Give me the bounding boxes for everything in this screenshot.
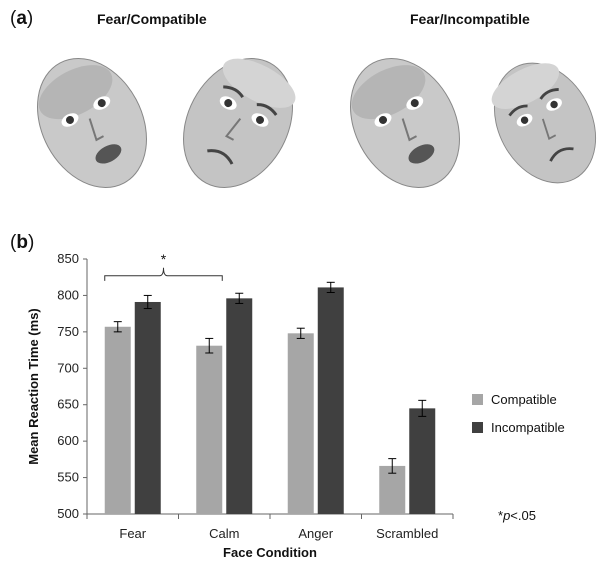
bar-compatible-scrambled bbox=[379, 465, 406, 514]
significance-note: *p<.05 bbox=[498, 508, 536, 523]
x-tick-label-calm: Calm bbox=[209, 526, 239, 541]
y-tick-label: 600 bbox=[57, 433, 79, 448]
panel-b-paren-open: ( bbox=[10, 232, 17, 253]
legend-swatch-incompatible bbox=[472, 422, 483, 433]
bar-incompatible-anger bbox=[317, 287, 344, 514]
panel-b-paren-close: ) bbox=[27, 232, 35, 253]
significance-star: * bbox=[161, 251, 167, 267]
legend-compatible: Compatible bbox=[472, 392, 557, 407]
note-p: p bbox=[503, 508, 511, 523]
panel-a-paren-close: ) bbox=[26, 8, 34, 29]
bar-compatible-anger bbox=[287, 333, 314, 514]
y-tick-label: 550 bbox=[57, 470, 79, 485]
face-image-1 bbox=[37, 58, 147, 188]
legend-incompatible: Incompatible bbox=[472, 420, 565, 435]
face-image-4 bbox=[491, 62, 597, 184]
significance-bracket bbox=[104, 267, 223, 281]
bar-compatible-calm bbox=[196, 345, 223, 514]
panel-b-letter: b bbox=[16, 232, 28, 253]
x-tick-label-anger: Anger bbox=[298, 526, 333, 541]
bar-incompatible-calm bbox=[226, 298, 253, 514]
legend-label-incompatible: Incompatible bbox=[491, 420, 565, 435]
note-threshold: <.05 bbox=[510, 508, 536, 523]
bar-incompatible-fear bbox=[134, 301, 161, 514]
x-axis-label: Face Condition bbox=[223, 545, 317, 560]
legend-label-compatible: Compatible bbox=[491, 392, 557, 407]
y-tick-label: 800 bbox=[57, 287, 79, 302]
y-tick-label: 750 bbox=[57, 324, 79, 339]
y-tick-label: 500 bbox=[57, 506, 79, 521]
panel-b-label: (b) bbox=[10, 232, 34, 254]
x-tick-label-fear: Fear bbox=[119, 526, 146, 541]
panel-a-label: (a) bbox=[10, 8, 33, 30]
y-tick-label: 700 bbox=[57, 360, 79, 375]
y-tick-label: 650 bbox=[57, 397, 79, 412]
face-image-3 bbox=[350, 58, 460, 188]
note-star: * bbox=[498, 508, 504, 523]
fear-incompatible-title: Fear/Incompatible bbox=[410, 11, 530, 27]
face-image-2 bbox=[183, 58, 296, 188]
panel-a-paren-open: ( bbox=[10, 8, 17, 29]
bar-compatible-fear bbox=[104, 326, 131, 514]
panel-a-letter: a bbox=[16, 8, 27, 29]
fear-compatible-title: Fear/Compatible bbox=[97, 11, 207, 27]
legend-swatch-compatible bbox=[472, 394, 483, 405]
x-tick-label-scrambled: Scrambled bbox=[376, 526, 438, 541]
y-axis-label: Mean Reaction Time (ms) bbox=[26, 308, 41, 465]
y-tick-label: 850 bbox=[57, 251, 79, 266]
bar-incompatible-scrambled bbox=[409, 408, 436, 514]
